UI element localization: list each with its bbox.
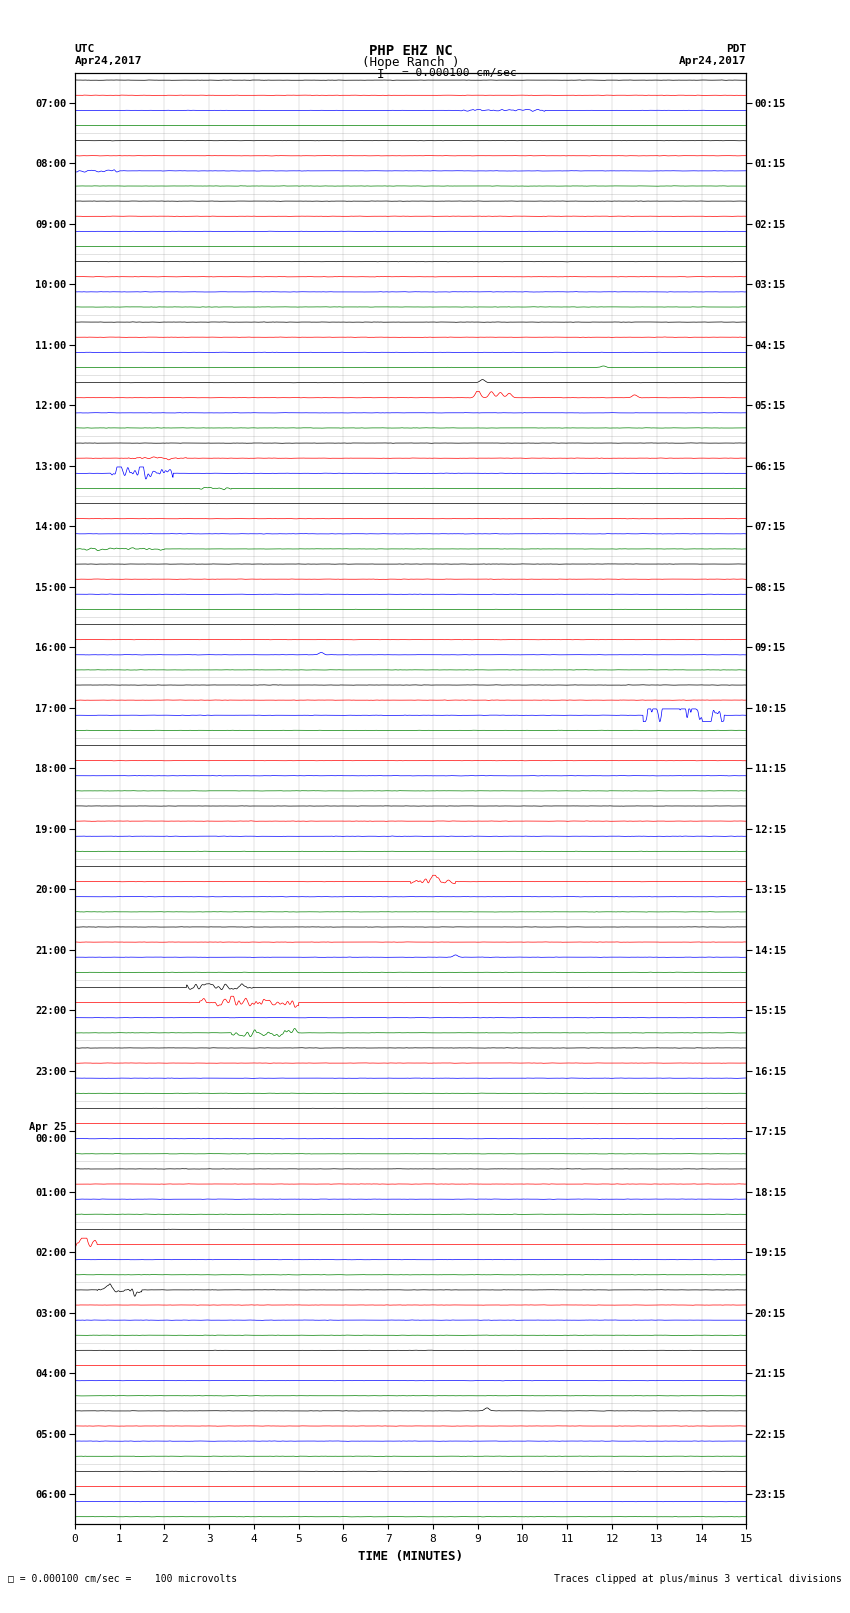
Text: PHP EHZ NC: PHP EHZ NC [369, 44, 452, 58]
Text: Apr24,2017: Apr24,2017 [679, 56, 746, 66]
Text: I: I [377, 68, 384, 81]
Text: UTC: UTC [75, 44, 95, 55]
Text: Apr24,2017: Apr24,2017 [75, 56, 142, 66]
Text: Traces clipped at plus/minus 3 vertical divisions: Traces clipped at plus/minus 3 vertical … [553, 1574, 842, 1584]
X-axis label: TIME (MINUTES): TIME (MINUTES) [358, 1550, 463, 1563]
Text: □ = 0.000100 cm/sec =    100 microvolts: □ = 0.000100 cm/sec = 100 microvolts [8, 1574, 238, 1584]
Text: = 0.000100 cm/sec: = 0.000100 cm/sec [402, 68, 517, 77]
Text: (Hope Ranch ): (Hope Ranch ) [362, 56, 459, 69]
Text: PDT: PDT [726, 44, 746, 55]
